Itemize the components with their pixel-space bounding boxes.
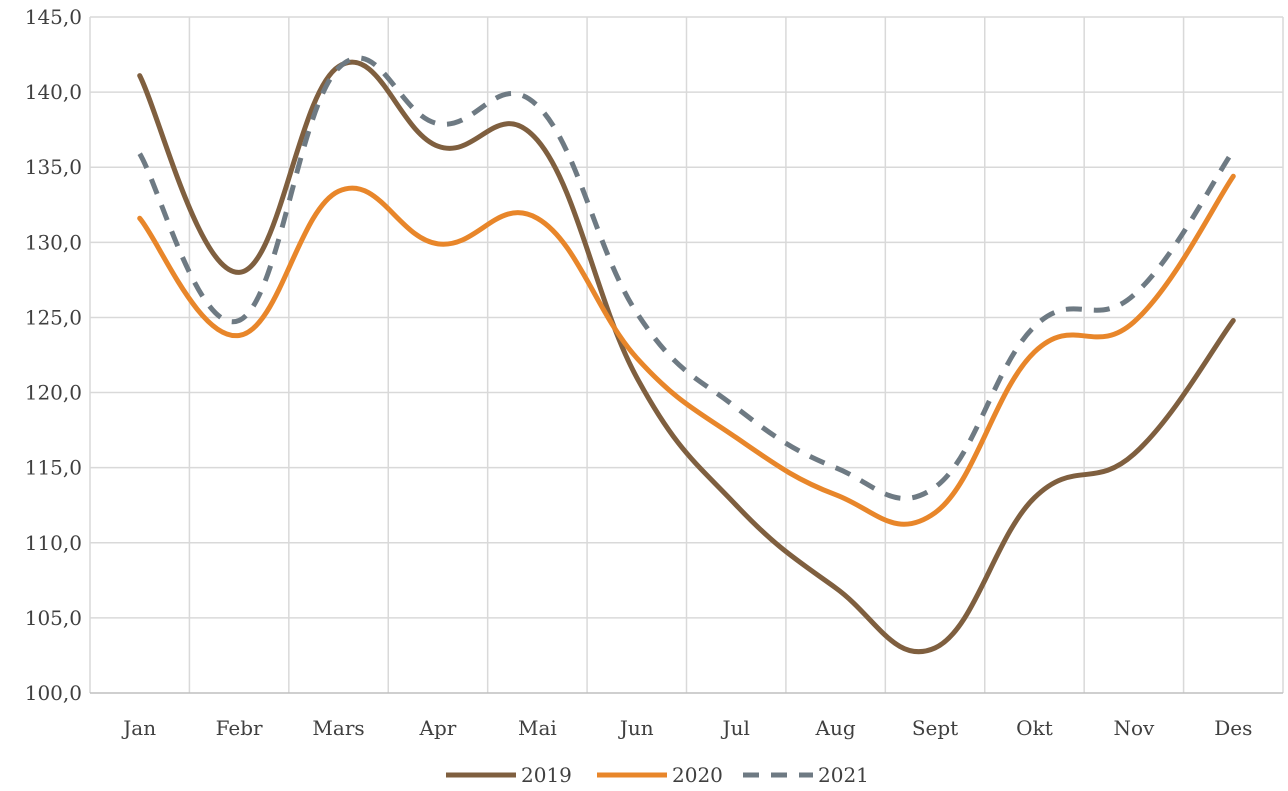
x-tick-labels: Jan Febr Mars Apr Mai Jun Jul Aug Sept Okt Nov Des <box>121 716 1252 740</box>
y-tick-label: 110,0 <box>25 531 82 555</box>
legend-label-2021: 2021 <box>818 763 869 787</box>
x-tick-label: Nov <box>1113 716 1155 740</box>
x-tick-label: Jan <box>121 716 156 740</box>
y-tick-label: 130,0 <box>25 230 82 254</box>
series-line-2020 <box>137 173 1236 527</box>
legend: 2019 2020 2021 <box>446 763 869 787</box>
y-tick-label: 115,0 <box>25 456 82 480</box>
y-tick-label: 105,0 <box>25 606 82 630</box>
x-tick-label: Des <box>1214 716 1252 740</box>
x-tick-label: Febr <box>216 716 263 740</box>
y-tick-label: 100,0 <box>25 681 82 705</box>
y-tick-label: 125,0 <box>25 305 82 329</box>
y-tick-label: 120,0 <box>25 381 82 405</box>
x-tick-label: Sept <box>912 716 958 740</box>
y-tick-label: 135,0 <box>25 155 82 179</box>
legend-label-2020: 2020 <box>672 763 723 787</box>
series-line-2019 <box>137 59 1236 655</box>
x-tick-label: Aug <box>815 716 856 740</box>
x-tick-label: Okt <box>1016 716 1053 740</box>
y-tick-label: 140,0 <box>25 80 82 104</box>
x-tick-label: Apr <box>419 716 457 740</box>
x-tick-label: Jun <box>618 716 654 740</box>
x-tick-label: Mai <box>518 716 557 740</box>
gridlines <box>89 16 1284 693</box>
x-tick-label: Mars <box>312 716 364 740</box>
legend-label-2019: 2019 <box>521 763 572 787</box>
x-tick-label: Jul <box>721 716 750 740</box>
y-tick-label: 145,0 <box>25 5 82 29</box>
series-lines <box>137 55 1236 655</box>
y-tick-labels: 100,0 105,0 110,0 115,0 120,0 125,0 130,0 135,0… <box>25 5 82 705</box>
